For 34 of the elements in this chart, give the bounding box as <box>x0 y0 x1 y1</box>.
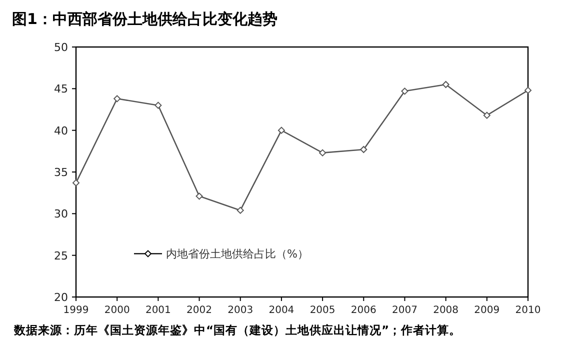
legend: 内地省份土地供给占比（%） <box>134 248 308 261</box>
y-tick-label: 25 <box>54 249 68 262</box>
x-tick-label: 2006 <box>350 305 376 316</box>
y-tick-label: 30 <box>54 208 68 221</box>
y-tick-label: 20 <box>54 291 68 304</box>
y-tick-label: 50 <box>54 41 68 54</box>
y-tick-label: 35 <box>54 166 68 179</box>
x-tick-label: 2002 <box>186 305 212 316</box>
y-tick-label: 40 <box>54 124 68 138</box>
source-note: 数据来源：历年《国土资源年鉴》中“国有（建设）土地供应出让情况”；作者计算。 <box>13 323 462 337</box>
point <box>442 81 450 88</box>
point <box>319 149 326 156</box>
point <box>114 95 121 102</box>
x-tick-label: 2007 <box>392 305 418 316</box>
x-tick-label: 2004 <box>268 305 294 316</box>
point <box>360 146 368 153</box>
point <box>196 192 203 200</box>
point <box>524 86 532 94</box>
x-tick-label: 2003 <box>228 305 254 316</box>
chart-title: 图1：中西部省份土地供给占比变化趋势 <box>12 10 278 28</box>
point <box>278 126 285 134</box>
point <box>483 112 490 119</box>
x-tick-label: 1999 <box>63 305 89 316</box>
x-tick-label: 2001 <box>145 305 171 316</box>
point <box>401 88 408 95</box>
point <box>236 206 244 214</box>
x-tick-label: 2000 <box>104 305 130 316</box>
x-tick-label: 2009 <box>474 305 500 316</box>
y-tick-label: 45 <box>54 82 68 96</box>
x-tick-label: 2010 <box>515 305 541 316</box>
point <box>154 102 162 109</box>
x-tick-label: 2008 <box>433 305 459 316</box>
x-tick-label: 2005 <box>310 305 336 316</box>
point <box>72 179 80 186</box>
